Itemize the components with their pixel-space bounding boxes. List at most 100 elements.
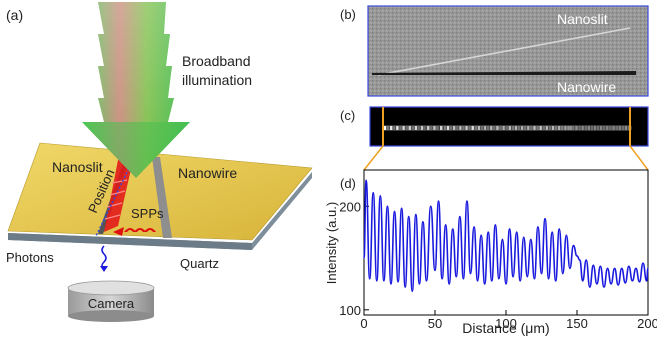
series-point (363, 257, 365, 259)
fringe-spot (527, 126, 530, 130)
fringe-spot (530, 126, 533, 130)
camera-label: Camera (88, 296, 135, 311)
series-point (434, 269, 436, 272)
series-point (645, 280, 648, 282)
illumination-label-line2: illumination (182, 72, 252, 88)
series-point (565, 234, 567, 236)
series-point (628, 265, 630, 267)
fringe-spot (411, 126, 415, 130)
connector-right (629, 145, 649, 171)
series-point (477, 280, 479, 282)
fringe-spot (508, 126, 511, 130)
fringe-spot (443, 126, 447, 130)
y-tick-label: 100 (339, 303, 361, 318)
fringe-spot (536, 126, 539, 130)
fringe-spot (548, 126, 552, 130)
series-point (411, 290, 413, 292)
fringe-spot (557, 126, 561, 130)
photon-arrowhead-icon (100, 266, 108, 272)
spp-region (104, 156, 134, 232)
series-point (415, 213, 417, 216)
series-point (638, 281, 641, 283)
fringe-spot (496, 126, 499, 130)
x-tick-label: 0 (360, 316, 367, 331)
quartz-label: Quartz (180, 256, 219, 271)
series-point (555, 280, 557, 282)
fringe-spot (590, 126, 594, 130)
series-point (579, 259, 581, 261)
position-dotted-line (95, 157, 135, 237)
broadband-beam (82, 2, 190, 178)
fringe-spot (606, 126, 609, 130)
panel-b: (b) Nanoslit Nanowire (340, 5, 649, 97)
series-point (390, 283, 392, 285)
series-point (484, 283, 486, 285)
x-ticks: 0 50 100 150 200 (360, 310, 657, 331)
fringe-spot (618, 126, 621, 130)
fringe-spot (486, 126, 490, 130)
panel-b-tag: (b) (340, 7, 356, 22)
fringe-spot (584, 126, 587, 130)
fringe-spot (561, 126, 564, 130)
fringe-spot (539, 126, 542, 130)
series-point (404, 286, 406, 288)
fringe-spot (483, 126, 487, 130)
series-point (480, 234, 482, 236)
series-point (448, 283, 450, 285)
panel-d: (d) 100 200 0 50 100 150 200 Intensity (a.u.)… (324, 169, 657, 336)
series-point (610, 283, 612, 285)
series-point (530, 238, 532, 240)
series-point (569, 267, 571, 269)
series-point (606, 267, 609, 269)
series-point (596, 283, 598, 285)
series-point (397, 281, 399, 283)
series-points (363, 179, 649, 292)
series-point (473, 226, 475, 228)
fringe-spot (551, 126, 555, 130)
nanowire (152, 157, 172, 238)
series-point (558, 228, 560, 230)
series-point (617, 284, 619, 286)
panel-a: (a) (6, 2, 313, 322)
fringe-spot (533, 126, 536, 130)
x-axis-label: Distance (μm) (462, 320, 549, 336)
series-point (441, 278, 443, 280)
series-point (469, 272, 472, 275)
series-point (647, 267, 649, 269)
series-point (505, 283, 507, 285)
series-point (562, 272, 564, 275)
sem-nanoslit-line (377, 27, 631, 76)
fringe-spot (423, 126, 427, 130)
series-point (519, 280, 521, 282)
fringe-spot (399, 126, 402, 130)
fringe-spot (505, 126, 508, 130)
fringe-spot (393, 126, 396, 130)
fringe-spot (440, 126, 443, 130)
series-point (401, 207, 403, 209)
series-point (365, 179, 367, 181)
fringe-spot (578, 126, 581, 130)
series-point (572, 245, 575, 247)
sem-nanowire-label: Nanowire (557, 79, 616, 95)
fringe-spot (436, 126, 439, 130)
fringe-spot (456, 126, 459, 130)
y-tick-label: 200 (339, 199, 361, 214)
fringe-spot (612, 126, 615, 130)
series-point (551, 231, 553, 233)
series-point (430, 205, 432, 207)
series-point (498, 278, 500, 280)
series-point (445, 224, 447, 226)
fringe-spot (408, 126, 411, 130)
series-point (512, 276, 514, 278)
series-point (603, 286, 605, 288)
illumination-label-line1: Broadband (182, 53, 251, 69)
series-point (523, 236, 525, 238)
fringe-spot (490, 126, 493, 130)
series-point (592, 264, 594, 266)
fringe-spot (396, 126, 399, 130)
fringe-spot (480, 126, 484, 130)
fringe-spot (386, 126, 390, 130)
fringe-spot (581, 126, 584, 130)
series-point (508, 228, 511, 230)
